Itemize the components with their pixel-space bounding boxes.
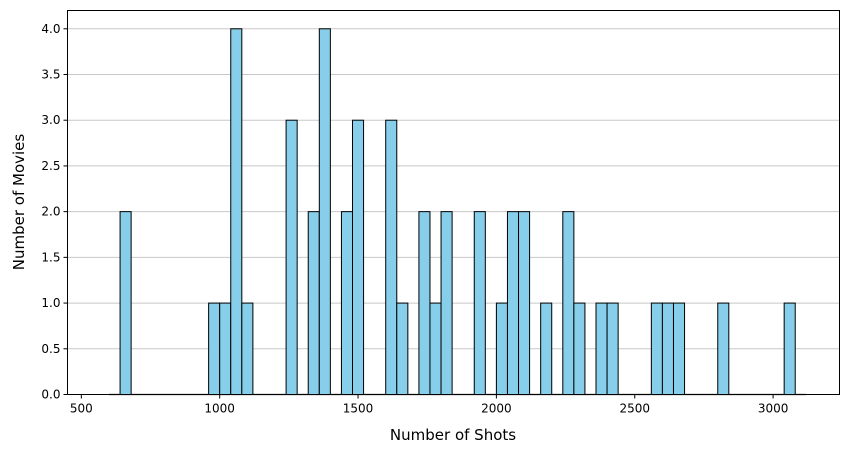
histogram-bar (473, 211, 486, 395)
histogram-bar (672, 302, 686, 396)
histogram-bar (606, 302, 619, 396)
histogram-bar (595, 302, 608, 396)
y-axis-ticks: 0.0 0.5 1.0 1.5 2.0 2.5 3.0 3.5 4.0 (41, 22, 68, 402)
histogram-bar (352, 119, 365, 395)
histogram-bars (119, 28, 796, 396)
x-tick-label: 1000 (204, 402, 235, 416)
x-tick-label: 2000 (481, 402, 512, 416)
histogram-bar (241, 302, 254, 396)
histogram-bar (717, 302, 730, 396)
histogram-bar (385, 119, 398, 395)
y-tick-label: 1.0 (41, 296, 60, 310)
y-tick-label: 3.5 (41, 68, 60, 82)
histogram-bar (506, 211, 520, 395)
histogram-bar (396, 302, 409, 396)
y-tick-label: 2.5 (41, 159, 60, 173)
histogram-bar (440, 211, 453, 395)
histogram-bar (418, 211, 431, 395)
histogram-bar (340, 211, 354, 395)
histogram-bar (562, 211, 575, 395)
y-tick-label: 2.0 (41, 205, 60, 219)
x-tick-label: 3000 (758, 402, 789, 416)
histogram-bar (318, 28, 331, 396)
histogram-bar (429, 302, 442, 396)
histogram-bar (307, 211, 320, 395)
histogram-bar (208, 302, 221, 396)
y-tick-label: 0.0 (41, 388, 60, 402)
x-tick-label: 1500 (343, 402, 374, 416)
histogram-bar (650, 302, 663, 396)
y-tick-label: 3.0 (41, 113, 60, 127)
x-axis-label: Number of Shots (390, 426, 516, 444)
x-tick-label: 2500 (619, 402, 650, 416)
histogram-bar (573, 302, 586, 396)
y-axis-label: Number of Movies (10, 134, 28, 271)
histogram-bar (783, 302, 796, 396)
x-axis-ticks: 500 1000 1500 2000 2500 3000 (70, 394, 789, 416)
y-tick-label: 0.5 (41, 342, 60, 356)
histogram-bar (285, 119, 298, 395)
histogram-bar (518, 211, 531, 395)
histogram-bar (495, 302, 508, 396)
histogram-bar (540, 302, 553, 396)
histogram-bar (119, 211, 132, 395)
y-tick-label: 1.5 (41, 250, 60, 264)
y-tick-label: 4.0 (41, 22, 60, 36)
histogram-bar (230, 28, 243, 396)
histogram-bar (661, 302, 674, 396)
plot-area-frame (67, 10, 840, 395)
histogram-bar (219, 302, 232, 396)
x-tick-label: 500 (70, 402, 93, 416)
y-gridlines (67, 28, 840, 350)
